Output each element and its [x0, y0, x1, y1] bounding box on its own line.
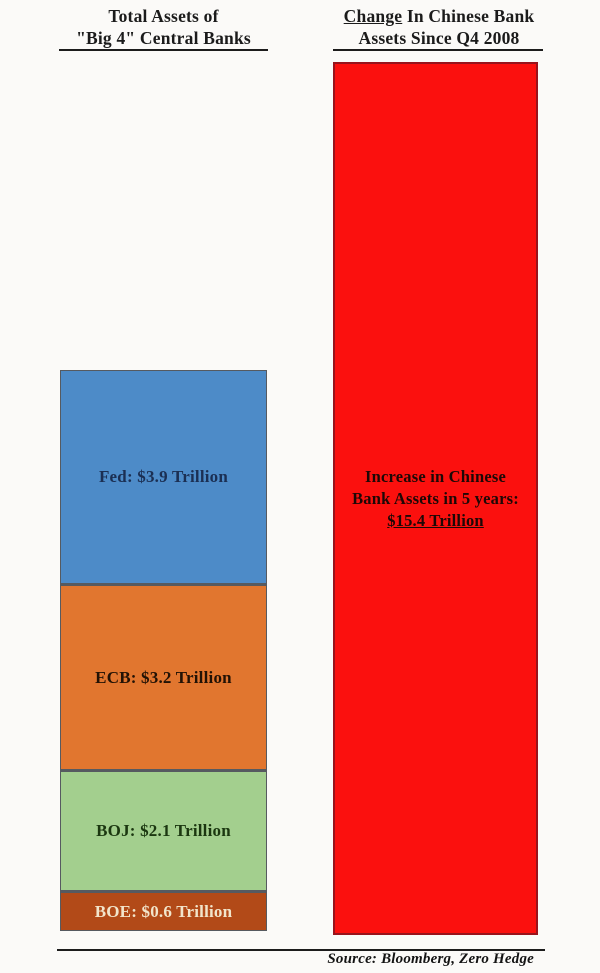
- bar-segment-boe: BOE: $0.6 Trillion: [60, 892, 267, 931]
- right-title-line1-rest: In Chinese Bank: [402, 6, 535, 26]
- left-chart-title-line1: Total Assets of: [108, 6, 219, 26]
- bar-segment-ecb-label: ECB: $3.2 Trillion: [95, 667, 232, 687]
- footer-rule: [57, 949, 545, 951]
- source-note: Source: Bloomberg, Zero Hedge: [327, 951, 534, 967]
- bar-segment-boj-label: BOJ: $2.1 Trillion: [96, 821, 231, 840]
- bar-segment-fed-label: Fed: $3.9 Trillion: [98, 467, 229, 486]
- right-chart-title-line1: Change In Chinese Bank: [323, 5, 555, 27]
- bar-segment-ecb: ECB: $3.2 Trillion: [60, 585, 267, 771]
- right-title-underlined-word: Change: [343, 6, 403, 26]
- right-title-underline: [333, 49, 543, 51]
- left-chart-title-line2: "Big 4" Central Banks: [76, 28, 251, 48]
- bar-segment-boj: BOJ: $2.1 Trillion: [60, 771, 267, 892]
- left-title-underline: [59, 49, 268, 51]
- left-chart-title: Total Assets of "Big 4" Central Banks: [40, 5, 287, 49]
- right-chart-title-line2: Assets Since Q4 2008: [358, 28, 520, 48]
- chinese-assets-bar-label: Increase in Chinese Bank Assets in 5 yea…: [352, 466, 519, 532]
- chinese-assets-label-line3: $15.4 Trillion: [387, 510, 484, 530]
- bar-segment-boe-label: BOE: $0.6 Trillion: [94, 901, 233, 921]
- right-chart-title: Change In Chinese Bank Assets Since Q4 2…: [323, 5, 555, 49]
- bar-segment-fed: Fed: $3.9 Trillion: [60, 370, 267, 585]
- chinese-assets-label-line1: Increase in Chinese: [365, 466, 506, 486]
- big4-stacked-bar: Fed: $3.9 Trillion ECB: $3.2 Trillion BO…: [60, 370, 267, 931]
- chinese-assets-bar: Increase in Chinese Bank Assets in 5 yea…: [333, 62, 538, 935]
- chinese-assets-label-line2: Bank Assets in 5 years:: [352, 488, 519, 508]
